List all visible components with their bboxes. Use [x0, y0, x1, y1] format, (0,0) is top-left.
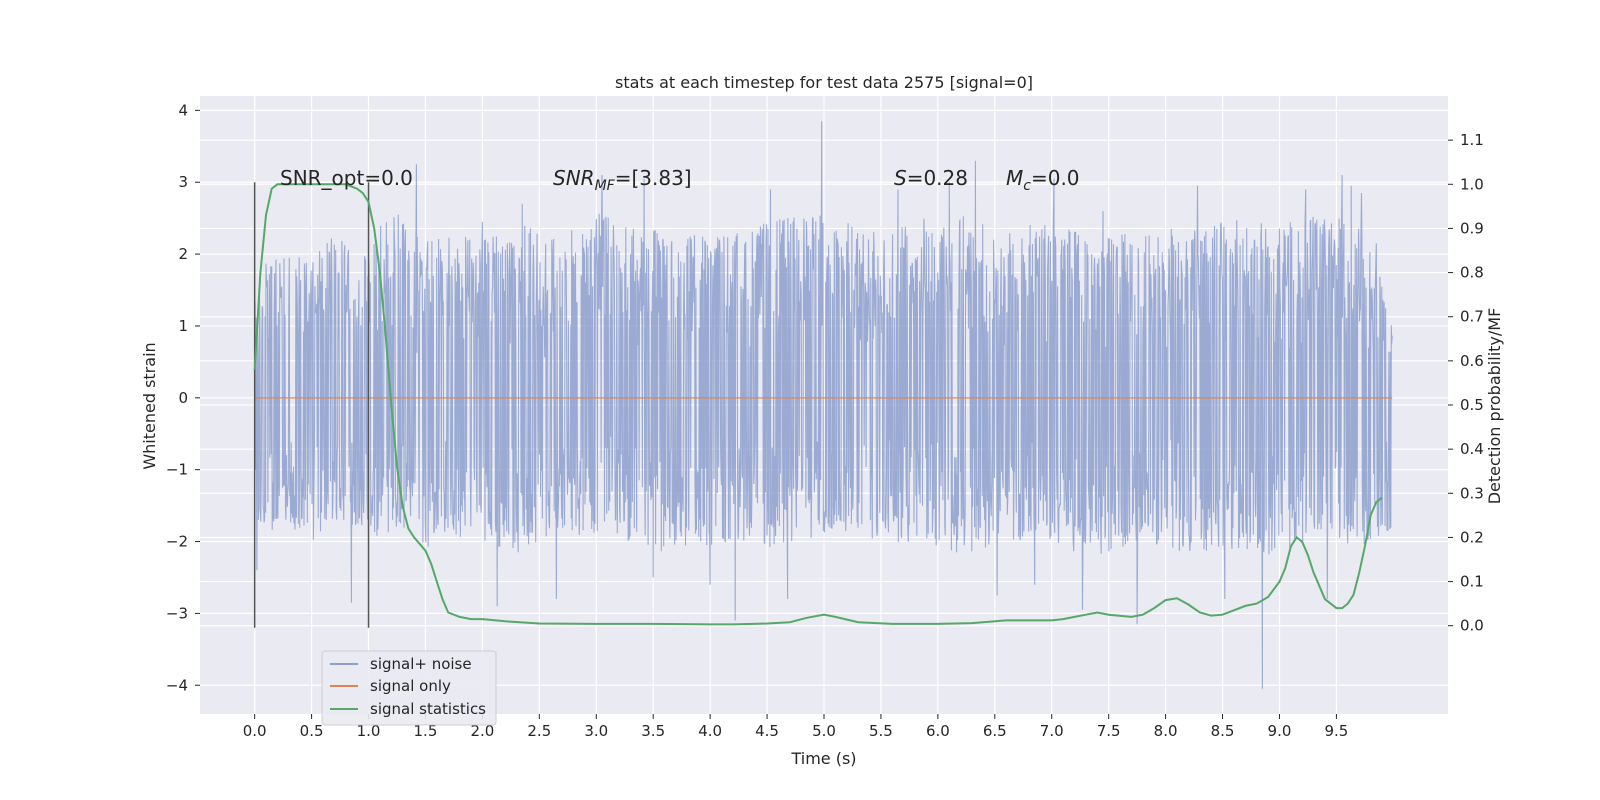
y-tick-label: 1	[178, 317, 188, 335]
x-tick-label: 8.5	[1211, 722, 1235, 740]
vertical-markers	[253, 182, 370, 628]
line-signal-statistics	[253, 183, 1383, 626]
annotation-mc-sub: c	[1023, 178, 1031, 194]
annotation-snr-mf: SNRMF=[3.83]	[553, 166, 692, 194]
x-tick-label: 4.5	[755, 722, 779, 740]
annotation-s-value: =0.28	[907, 166, 968, 190]
x-tick-label: 9.5	[1324, 722, 1348, 740]
x-tick-label: 1.5	[414, 722, 438, 740]
x-tick-label: 6.0	[926, 722, 950, 740]
y-right-tick-label: 0.8	[1460, 264, 1484, 282]
annotation-snr-mf-base: SNR	[553, 166, 595, 190]
x-tick-label: 2.0	[470, 722, 494, 740]
annotation-mc-base: M	[1006, 166, 1023, 190]
legend: signal+ noise signal only signal statist…	[321, 650, 497, 726]
legend-label-signal-statistics: signal statistics	[370, 700, 486, 718]
x-axis-label: Time (s)	[790, 749, 856, 768]
x-tick-label: 2.5	[527, 722, 551, 740]
x-tick-label: 3.5	[641, 722, 665, 740]
y-right-tick-label: 0.7	[1460, 308, 1484, 326]
y-right-tick-label: 1.1	[1460, 131, 1484, 149]
y-right-tick-label: 0.4	[1460, 440, 1484, 458]
y-right-tick-label: 0.1	[1460, 573, 1484, 591]
y-tick-label: −3	[166, 604, 188, 622]
y-tick-label: −1	[166, 461, 188, 479]
line-signal-noise	[254, 121, 1393, 689]
x-tick-label: 0.5	[300, 722, 324, 740]
series-signal-noise	[254, 121, 1393, 689]
x-axis-ticks: 0.0 0.5 1.0 1.5 2.0 2.5 3.0 3.5 4.0 4.5 5.0 5.5 6.0 6…	[243, 714, 1348, 740]
y-tick-label: 0	[178, 389, 188, 407]
y-tick-label: −4	[166, 676, 188, 694]
x-tick-label: 7.0	[1040, 722, 1064, 740]
y-right-tick-label: 0.9	[1460, 219, 1484, 237]
x-tick-label: 4.0	[698, 722, 722, 740]
y-right-tick-label: 0.3	[1460, 484, 1484, 502]
x-tick-label: 3.0	[584, 722, 608, 740]
annotation-snr-mf-value: =[3.83]	[615, 166, 692, 190]
legend-box	[321, 650, 497, 726]
y-axis-ticks: −4 −3 −2 −1 0 1 2 3 4	[166, 101, 200, 694]
y-right-tick-label: 0.2	[1460, 528, 1484, 546]
y-tick-label: 2	[178, 245, 188, 263]
legend-label-signal-noise: signal+ noise	[370, 655, 472, 673]
y-right-tick-label: 0.0	[1460, 617, 1484, 635]
annotation-s-symbol: S	[894, 166, 907, 190]
chart-title: stats at each timestep for test data 257…	[615, 73, 1033, 92]
x-tick-label: 9.0	[1268, 722, 1292, 740]
y-right-tick-label: 1.0	[1460, 175, 1484, 193]
annotation-mc-value: =0.0	[1031, 166, 1080, 190]
y-tick-label: −2	[166, 533, 188, 551]
x-tick-label: 5.5	[869, 722, 893, 740]
y-axis-right-label: Detection probability/MF	[1485, 308, 1504, 505]
series-signal-statistics	[253, 183, 1383, 626]
x-tick-label: 1.0	[357, 722, 381, 740]
y-right-tick-label: 0.6	[1460, 352, 1484, 370]
x-tick-label: 5.0	[812, 722, 836, 740]
annotation-s: S=0.28	[894, 166, 968, 190]
x-tick-label: 7.5	[1097, 722, 1121, 740]
legend-label-signal-only: signal only	[370, 677, 451, 695]
y-right-tick-label: 0.5	[1460, 396, 1484, 414]
y-axis-label: Whitened strain	[140, 342, 159, 469]
y-tick-label: 3	[178, 173, 188, 191]
y-tick-label: 4	[178, 101, 188, 119]
annotation-snr-opt: SNR_opt=0.0	[280, 166, 413, 190]
y-axis-right-ticks: 0.0 0.1 0.2 0.3 0.4 0.5 0.6 0.7 0.8 0.9 1.0 1.1	[1448, 131, 1484, 635]
x-tick-label: 6.5	[983, 722, 1007, 740]
annotation-snr-mf-sub: MF	[595, 178, 616, 194]
x-tick-label: 0.0	[243, 722, 267, 740]
annotation-mc: Mc=0.0	[1006, 166, 1080, 194]
x-tick-label: 8.0	[1154, 722, 1178, 740]
